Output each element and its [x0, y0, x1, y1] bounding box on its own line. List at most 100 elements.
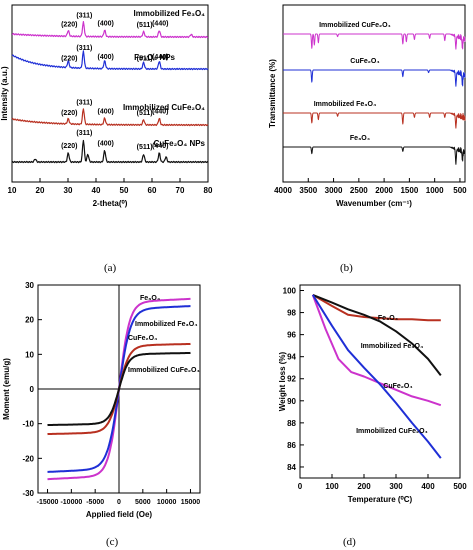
xrd-peak-label-400: (400) — [98, 54, 114, 61]
panel-label-c: (c) — [106, 536, 119, 548]
vsm-legend-immobilized-cufe-o: Immobilized CuFe₂O₄ — [128, 367, 200, 374]
xrd-peak-label-511: (511) — [137, 144, 153, 151]
vsm-legend-cufe-o: CuFe₂O₄ — [128, 335, 157, 342]
ftir-legend-cufe-o: CuFe₂O₄ — [350, 58, 379, 65]
xrd-peak-label-511: (511) — [137, 110, 153, 117]
ftir-legend-immobilized-cufe-o: Immobilized CuFe₂O₄ — [319, 22, 391, 29]
ftir-x-axis-label: Wavenumber (cm⁻¹) — [336, 199, 412, 208]
xrd-series-immobilized-fe-o — [12, 21, 209, 39]
vsm-x-tick-label: 15000 — [181, 499, 201, 506]
vsm-y-tick-label: 0 — [30, 385, 35, 394]
tga-y-tick-label: 100 — [283, 287, 297, 296]
xrd-x-tick-label: 20 — [36, 186, 45, 195]
xrd-legend-fe-o-nps: Fe₃O₄ NPs — [134, 53, 175, 62]
vsm-legend-immobilized-fe-o: Immobilized Fe₃O₄ — [135, 321, 198, 328]
vsm-x-tick-label: 5000 — [135, 499, 151, 506]
tga-y-axis-label: Weight loss (%) — [278, 351, 287, 411]
tga-y-tick-label: 84 — [287, 463, 296, 472]
ftir-y-axis-label: Transmittance (%) — [268, 59, 277, 128]
xrd-peak-label-220: (220) — [61, 21, 77, 28]
tga-y-tick-label: 94 — [287, 353, 296, 362]
vsm-y-tick-label: -20 — [22, 454, 34, 463]
xrd-x-tick-label: 50 — [120, 186, 129, 195]
xrd-x-tick-label: 80 — [204, 186, 213, 195]
vsm-series-immobilized-cufe-o — [47, 351, 191, 427]
xrd-peak-label-511: (511) — [137, 22, 153, 29]
tga-legend-cufe-o: CuFe₂O₄ — [383, 383, 412, 390]
vsm-legend-fe-o: Fe₃O₄ — [140, 295, 160, 302]
ftir-plot-frame — [282, 4, 466, 183]
xrd-peak-label-220: (220) — [61, 56, 77, 63]
tga-x-tick-label: 200 — [357, 482, 371, 491]
xrd-peak-label-220: (220) — [61, 143, 77, 150]
tga-x-axis-label: Temperature (⁰C) — [348, 495, 413, 504]
xrd-legend-cufe-o-nps: CuFe₂O₄ NPs — [154, 139, 206, 148]
xrd-x-tick-label: 70 — [176, 186, 185, 195]
xrd-peak-label-311: (311) — [76, 99, 92, 106]
xrd-plot-frame — [11, 4, 209, 183]
xrd-peak-label-440: (440) — [152, 54, 168, 61]
ftir-series-fe-o — [282, 146, 466, 165]
xrd-peak-label-400: (400) — [98, 109, 114, 116]
vsm-y-tick-label: 30 — [25, 281, 34, 290]
ftir-x-tick-label: 2000 — [375, 186, 393, 195]
vsm-y-tick-label: -30 — [22, 489, 34, 498]
tga-y-tick-label: 88 — [287, 419, 296, 428]
xrd-x-tick-label: 10 — [8, 186, 17, 195]
vsm-x-tick-label: 0 — [117, 499, 121, 506]
vsm-x-tick-label: -5000 — [86, 499, 104, 506]
tga-x-tick-label: 300 — [389, 482, 403, 491]
tga-x-tick-label: 500 — [453, 482, 467, 491]
panel-label-d: (d) — [343, 536, 356, 548]
ftir-legend-immobilized-fe-o: Immobilized Fe₃O₄ — [314, 101, 377, 108]
xrd-peak-label-440: (440) — [152, 21, 168, 28]
xrd-peak-label-440: (440) — [152, 109, 168, 116]
xrd-x-tick-label: 40 — [92, 186, 101, 195]
tga-y-tick-label: 92 — [287, 375, 296, 384]
ftir-series-immobilized-fe-o — [282, 112, 466, 129]
tga-x-tick-label: 400 — [421, 482, 435, 491]
xrd-x-tick-label: 60 — [148, 186, 157, 195]
xrd-peak-label-400: (400) — [98, 140, 114, 147]
ftir-x-tick-label: 1000 — [426, 186, 444, 195]
vsm-y-tick-label: 20 — [25, 316, 34, 325]
tga-legend-fe-o: Fe₃O₄ — [378, 315, 398, 322]
tga-legend-immobilized-cufe-o: Immobilized CuFe₂O₄ — [356, 428, 428, 435]
xrd-series-fe-o-nps — [11, 50, 209, 71]
vsm-x-axis-label: Applied field (Oe) — [86, 510, 153, 519]
tga-y-tick-label: 96 — [287, 331, 296, 340]
tga-series-immobilized-fe-o — [312, 293, 442, 377]
tga-x-tick-label: 100 — [325, 482, 339, 491]
vsm-y-tick-label: 10 — [25, 350, 34, 359]
xrd-series-cufe-o-nps — [11, 139, 209, 164]
ftir-x-tick-label: 2500 — [350, 186, 368, 195]
ftir-x-tick-label: 3000 — [325, 186, 343, 195]
tga-y-tick-label: 98 — [287, 309, 296, 318]
panel-label-a: (a) — [104, 262, 117, 274]
tga-plot-frame — [299, 284, 461, 479]
xrd-peak-label-511: (511) — [137, 56, 153, 63]
ftir-series-immobilized-cufe-o — [282, 33, 466, 50]
tga-y-tick-label: 86 — [287, 441, 296, 450]
xrd-peak-label-220: (220) — [61, 110, 77, 117]
tga-x-tick-label: 0 — [298, 482, 303, 491]
xrd-peak-label-440: (440) — [152, 143, 168, 150]
xrd-peak-label-311: (311) — [76, 130, 92, 137]
tga-legend-immobilized-fe-o: Immobilized Fe₃O₄ — [361, 343, 424, 350]
xrd-peak-label-400: (400) — [98, 21, 114, 28]
tga-series-cufe-o — [311, 294, 442, 407]
ftir-series-cufe-o — [282, 69, 466, 87]
xrd-legend-immobilized-fe-o: Immobilized Fe₃O₄ — [133, 9, 205, 18]
vsm-x-tick-label: -10000 — [60, 499, 82, 506]
vsm-x-tick-label: 10000 — [157, 499, 177, 506]
ftir-x-tick-label: 1500 — [400, 186, 418, 195]
xrd-y-axis-label: Intensity (a.u.) — [0, 66, 9, 121]
ftir-x-tick-label: 4000 — [274, 186, 292, 195]
xrd-x-axis-label: 2-theta(⁰) — [93, 199, 128, 208]
xrd-peak-label-311: (311) — [76, 45, 92, 52]
vsm-y-axis-label: Moment (emu/g) — [2, 358, 11, 420]
tga-y-tick-label: 90 — [287, 397, 296, 406]
tga-series-fe-o — [312, 294, 441, 322]
xrd-peak-label-311: (311) — [76, 13, 92, 20]
